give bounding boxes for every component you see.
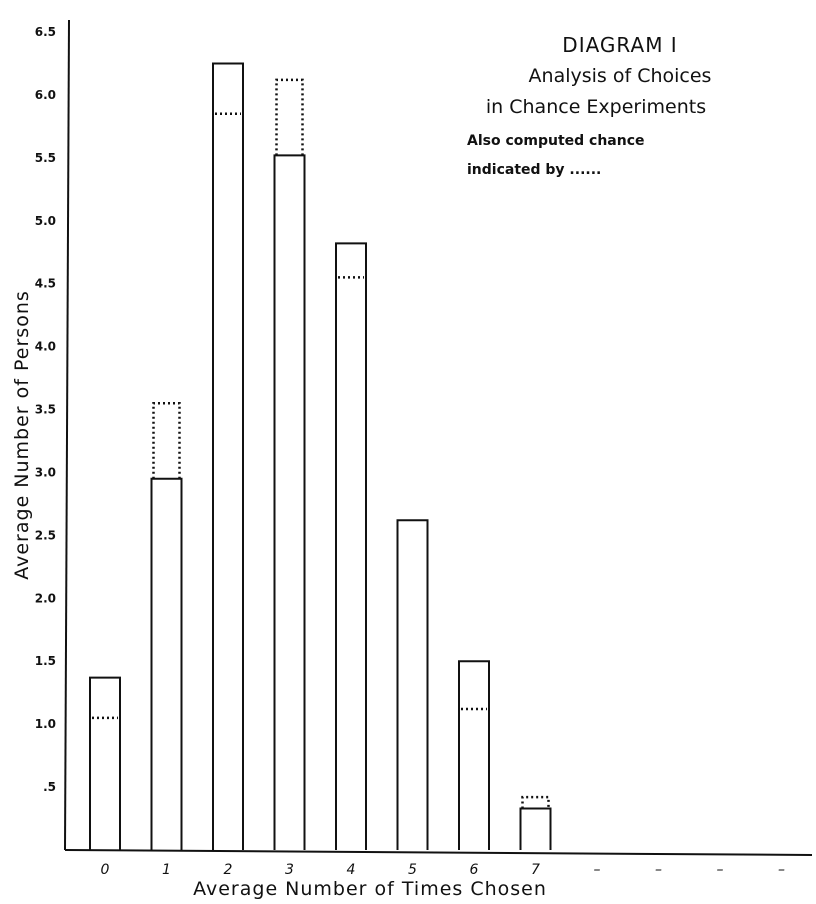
y-tick-label: 4.5 xyxy=(35,277,56,291)
x-tick-labels: 0 1 2 3 4 5 6 7 – – – – xyxy=(101,862,785,878)
observed-bar-6 xyxy=(458,660,490,850)
y-tick-label: 1.0 xyxy=(35,717,56,731)
y-tick-label: 1.5 xyxy=(35,654,56,668)
x-tick-label: 6 xyxy=(470,862,479,878)
y-tick-labels: .5 1.0 1.5 2.0 2.5 3.0 3.5 4.0 4.5 5.0 5.5 6.0 6.5 xyxy=(35,25,56,794)
observed-bar-0 xyxy=(89,676,121,850)
chart-subtitle-line2: in Chance Experiments xyxy=(486,96,706,118)
x-tick-label: – xyxy=(778,862,785,878)
observed-bar-5 xyxy=(396,519,429,850)
chart-title: DIAGRAM I xyxy=(562,33,677,57)
chart-subtitle-line1: Analysis of Choices xyxy=(529,65,712,87)
x-tick-label: 7 xyxy=(531,862,540,878)
observed-bar-4 xyxy=(335,242,367,850)
x-tick-label: 3 xyxy=(285,862,294,878)
observed-bar-2 xyxy=(212,62,244,850)
x-tick-label: 1 xyxy=(162,862,171,878)
x-tick-label: – xyxy=(655,862,662,878)
y-tick-label: 4.0 xyxy=(35,340,56,354)
y-tick-label: 5.5 xyxy=(35,151,56,165)
y-tick-label: 3.5 xyxy=(35,403,56,417)
observed-bar-3 xyxy=(273,154,306,850)
y-tick-label: .5 xyxy=(43,780,56,794)
chance-marker-1 xyxy=(152,401,181,479)
x-tick-label: – xyxy=(717,862,724,878)
observed-bar-7 xyxy=(519,807,552,850)
x-tick-label: 2 xyxy=(224,862,233,878)
y-tick-label: 6.5 xyxy=(35,25,56,39)
observed-bars xyxy=(89,62,552,850)
x-tick-label: – xyxy=(594,862,601,878)
chart-note-line1: Also computed chance xyxy=(467,133,645,149)
computed-chance-markers xyxy=(92,78,550,809)
observed-bar-1 xyxy=(150,477,183,850)
chance-marker-7 xyxy=(521,795,550,809)
y-axis xyxy=(64,19,70,851)
x-axis xyxy=(64,849,813,856)
x-tick-label: 0 xyxy=(101,862,110,878)
x-tick-label: 4 xyxy=(347,862,356,878)
y-axis-label: Average Number of Persons xyxy=(11,290,33,580)
x-tick-label: 5 xyxy=(408,862,417,878)
y-tick-label: 2.0 xyxy=(35,591,56,605)
y-tick-label: 2.5 xyxy=(35,528,56,542)
y-tick-label: 3.0 xyxy=(35,465,56,479)
chance-marker-3 xyxy=(275,78,304,156)
x-axis-label: Average Number of Times Chosen xyxy=(193,878,547,900)
chart-note-line2: indicated by ...... xyxy=(467,162,601,178)
y-tick-label: 5.0 xyxy=(35,214,56,228)
y-tick-label: 6.0 xyxy=(35,88,56,102)
